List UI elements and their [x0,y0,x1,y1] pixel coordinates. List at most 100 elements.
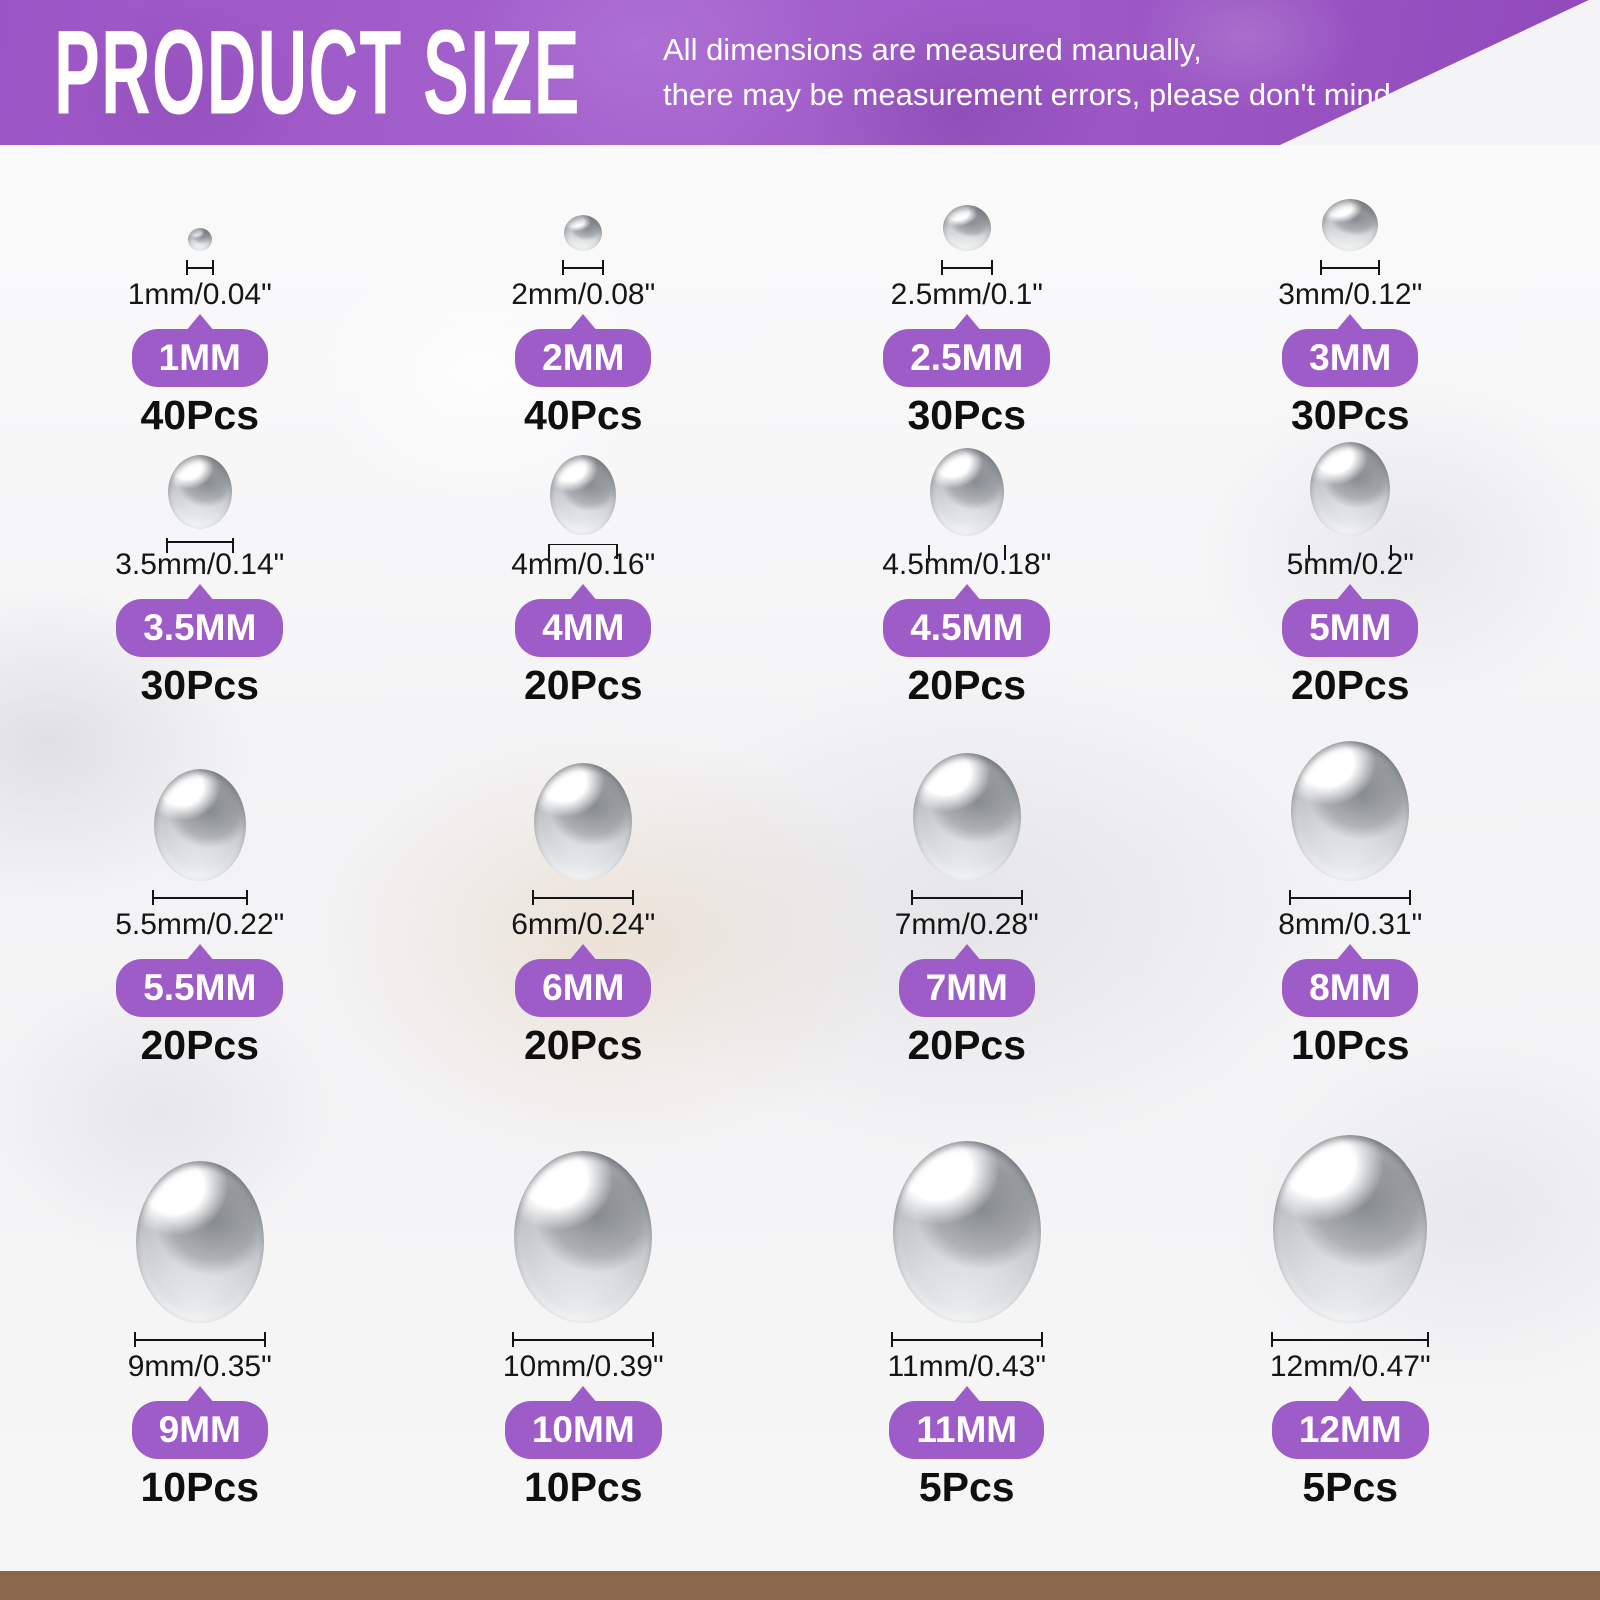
measure-line [165,538,234,553]
dimension-label: 4.5mm/0.18" [882,548,1052,581]
size-badge: 12MM [1271,1386,1429,1459]
count-label: 40Pcs [523,392,643,438]
dimension-label: 2mm/0.08" [511,278,656,311]
badge-pointer-icon [184,314,215,332]
size-cell: 1mm/0.04" 1MM 40Pcs [8,145,392,455]
size-badge-label: 2MM [542,337,625,378]
size-badge-label: 12MM [1298,1409,1402,1450]
size-badge-label: 3.5MM [143,607,257,648]
size-badge: 6MM [515,944,652,1017]
size-badge-label: 11MM [916,1409,1018,1450]
size-badge-label: 3MM [1309,337,1392,378]
size-cell: 9mm/0.35" 9MM 10Pcs [8,1085,392,1527]
size-badge-label: 8MM [1309,967,1392,1008]
size-badge: 3MM [1282,314,1419,387]
badge-pointer-icon [1335,944,1366,962]
badge-pointer-icon [951,584,982,602]
size-badge: 4MM [515,584,652,657]
count-label: 10Pcs [1290,1022,1410,1068]
dimension-label: 3.5mm/0.14" [115,548,285,581]
badge-pointer-icon [951,314,982,332]
count-label: 20Pcs [907,662,1027,708]
metal-ball-image [153,769,246,881]
size-cell: 6mm/0.24" 6MM 20Pcs [392,725,776,1085]
badge-pointer-icon [1335,1386,1366,1404]
size-cell: 3mm/0.12" 3MM 30Pcs [1159,145,1543,455]
header-banner: PRODUCT SIZE All dimensions are measured… [0,0,1589,145]
metal-ball-image [167,455,232,529]
count-label: 5Pcs [918,1464,1015,1510]
badge-pointer-icon [951,1386,982,1404]
size-cell: 2.5mm/0.1" 2.5MM 30Pcs [775,145,1159,455]
badge-pointer-icon [568,1386,599,1404]
size-badge-label: 7MM [925,967,1008,1008]
size-badge: 2.5MM [883,314,1051,387]
metal-ball-image [564,215,603,251]
metal-ball-image [550,455,617,535]
count-label: 30Pcs [907,392,1027,438]
count-label: 10Pcs [523,1464,643,1510]
size-badge-label: 10MM [531,1409,635,1450]
size-badge-label: 5MM [1309,607,1392,648]
dimension-label: 11mm/0.43" [887,1350,1047,1383]
metal-ball-image [1322,199,1379,251]
size-badge: 10MM [504,1386,662,1459]
size-cell: 4.5mm/0.18" 4.5MM 20Pcs [775,448,1159,725]
dimension-label: 12mm/0.47" [1269,1350,1431,1383]
measure-line [548,544,619,559]
size-badge: 1MM [131,314,268,387]
size-cell: 11mm/0.43" 11MM 5Pcs [775,1085,1159,1527]
size-cell: 5.5mm/0.22" 5.5MM 20Pcs [8,725,392,1085]
size-cell: 3.5mm/0.14" 3.5MM 30Pcs [8,455,392,725]
metal-ball-image [929,448,1004,536]
size-badge-label: 4.5MM [910,607,1024,648]
size-badge: 8MM [1282,944,1419,1017]
metal-ball-image [1273,1135,1428,1323]
size-badge: 3.5MM [116,584,284,657]
dimension-label: 4mm/0.16" [511,548,656,581]
size-grid: 1mm/0.04" 1MM 40Pcs 2mm/0.08" 2MM 40Pcs … [0,145,1600,1571]
measure-line [512,1332,655,1347]
dimension-label: 3mm/0.12" [1278,278,1423,311]
badge-pointer-icon [184,944,215,962]
dimension-label: 8mm/0.31" [1278,908,1423,941]
measure-line [185,260,214,275]
measure-line [1289,890,1412,905]
metal-ball-image [187,228,212,251]
dimension-label: 5.5mm/0.22" [115,908,285,941]
measure-line [151,890,248,905]
metal-ball-image [1291,741,1410,881]
measure-line [562,260,605,275]
count-label: 5Pcs [1302,1464,1399,1510]
page-title: PRODUCT SIZE [54,6,581,141]
metal-ball-image [135,1161,264,1323]
count-label: 20Pcs [907,1022,1027,1068]
measure-line [1320,260,1381,275]
measure-line [133,1332,266,1347]
size-badge-label: 2.5MM [910,337,1024,378]
metal-ball-image [942,205,991,251]
badge-pointer-icon [951,944,982,962]
dimension-label: 9mm/0.35" [127,1350,272,1383]
size-badge: 2MM [515,314,652,387]
count-label: 20Pcs [523,662,643,708]
count-label: 10Pcs [140,1464,260,1510]
size-badge: 4.5MM [883,584,1051,657]
size-badge-label: 5.5MM [143,967,257,1008]
metal-ball-image [912,753,1021,881]
measure-line [532,890,635,905]
dimension-label: 1mm/0.04" [127,278,272,311]
size-cell: 12mm/0.47" 12MM 5Pcs [1159,1085,1543,1527]
size-cell: 2mm/0.08" 2MM 40Pcs [392,145,776,455]
badge-pointer-icon [1335,314,1366,332]
dimension-label: 6mm/0.24" [511,908,656,941]
measure-line [910,890,1023,905]
size-cell: 5mm/0.2" 5MM 20Pcs [1159,442,1543,725]
count-label: 40Pcs [140,392,260,438]
count-label: 30Pcs [140,662,260,708]
badge-pointer-icon [184,584,215,602]
footer-bar [0,1571,1600,1600]
disclaimer: All dimensions are measured manually, th… [663,27,1400,117]
metal-ball-image [534,763,633,881]
